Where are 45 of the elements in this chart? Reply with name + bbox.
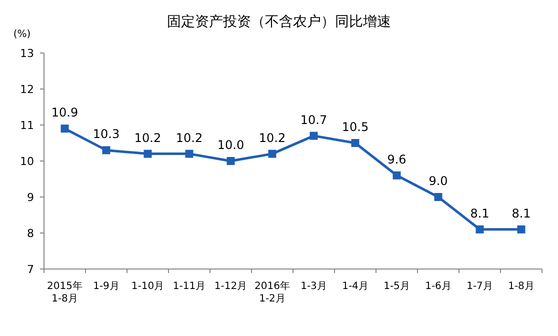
data-label: 10.2 bbox=[176, 130, 203, 145]
y-tick-label: 11 bbox=[20, 119, 34, 132]
point bbox=[60, 124, 69, 133]
point bbox=[476, 225, 484, 234]
x-tick-label: 1-9月 bbox=[93, 281, 120, 292]
x-tick-label: 2015年 1-8月 bbox=[47, 280, 82, 304]
data-label: 10.0 bbox=[217, 138, 244, 152]
data-label: 10.2 bbox=[258, 130, 286, 145]
x-tick-label: 1-6月 bbox=[425, 281, 452, 292]
data-label: 8.1 bbox=[470, 206, 490, 220]
data-label: 10.5 bbox=[342, 120, 369, 134]
x-tick-label: 1-12月 bbox=[214, 281, 248, 292]
data-label: 10.2 bbox=[134, 130, 162, 145]
x-tick-label: 1-4月 bbox=[342, 281, 368, 292]
y-tick-label: 10 bbox=[20, 155, 34, 168]
point bbox=[144, 150, 152, 158]
data-label: 10.9 bbox=[51, 106, 78, 120]
x-tick-label: 1-10月 bbox=[131, 281, 164, 292]
data-label: 9.6 bbox=[387, 152, 406, 166]
y-tick-label: 13 bbox=[20, 47, 34, 60]
y-tick-label: 9 bbox=[27, 191, 34, 204]
x-tick-label: 1-11月 bbox=[172, 281, 206, 292]
point bbox=[392, 171, 401, 180]
point bbox=[517, 225, 526, 234]
y-tick-label: 12 bbox=[20, 83, 34, 96]
data-label: 9.0 bbox=[428, 174, 448, 188]
point bbox=[185, 150, 194, 158]
y-tick-label: 7 bbox=[27, 263, 34, 276]
chart-title: 固定资产投资（不含农户）同比增速 bbox=[167, 14, 391, 30]
point bbox=[434, 193, 442, 201]
point bbox=[351, 139, 360, 147]
point bbox=[310, 132, 318, 140]
x-tick-label: 1-8月 bbox=[508, 281, 534, 292]
point bbox=[268, 150, 276, 158]
point bbox=[226, 157, 235, 165]
x-tick-label: 1-3月 bbox=[300, 281, 327, 292]
x-tick-label: 1-5月 bbox=[384, 281, 410, 292]
y-axis-title: (%) bbox=[13, 29, 31, 40]
y-tick-label: 8 bbox=[27, 227, 34, 240]
data-label: 10.3 bbox=[92, 127, 120, 142]
data-label: 8.1 bbox=[512, 206, 531, 220]
data-label: 10.7 bbox=[300, 112, 328, 127]
x-tick-label: 2016年 1-2月 bbox=[254, 280, 290, 304]
point bbox=[102, 146, 110, 154]
x-tick-label: 1-7月 bbox=[466, 281, 493, 292]
